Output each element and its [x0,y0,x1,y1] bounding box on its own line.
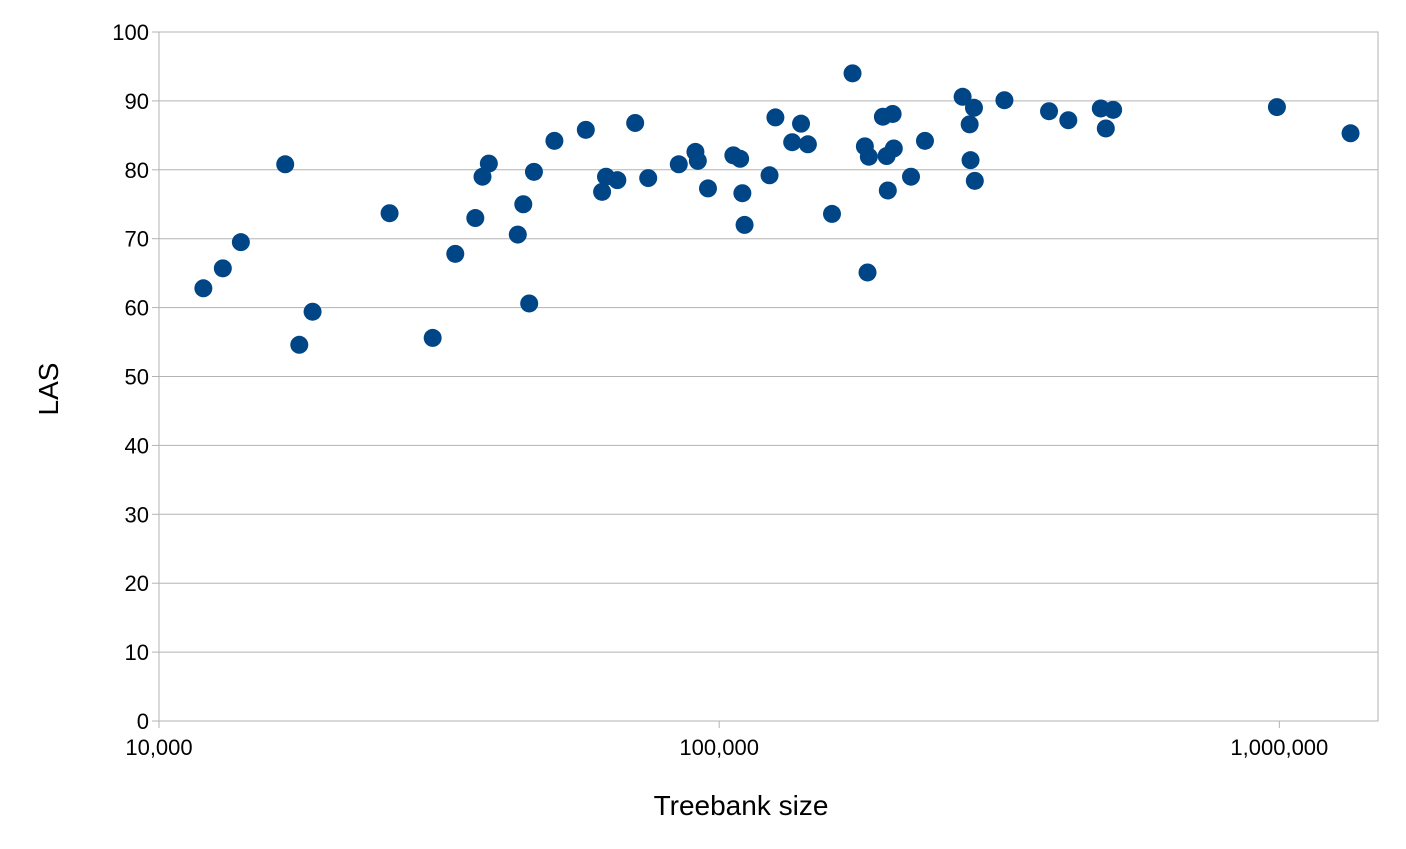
y-tick-label: 70 [125,227,149,252]
data-point [290,335,309,354]
data-point [960,115,979,134]
data-point [859,147,878,166]
y-tick-label: 30 [125,502,149,527]
data-point [878,181,897,200]
data-point [213,259,232,278]
data-point [514,195,533,214]
data-point [1040,102,1059,121]
x-tick-label: 10,000 [125,735,192,760]
y-tick-label: 100 [112,20,149,45]
data-point [479,154,498,173]
data-point [303,302,322,321]
data-point [276,155,295,174]
data-point [508,225,527,244]
data-point [735,215,754,234]
data-point [1059,111,1078,130]
data-point [639,169,658,188]
y-tick-label: 60 [125,296,149,321]
data-point [669,155,688,174]
data-point [231,233,250,252]
y-tick-label: 20 [125,571,149,596]
y-tick-label: 0 [137,709,149,734]
data-point [964,98,983,117]
data-point [766,108,785,127]
data-point [798,135,817,154]
data-point [466,209,485,228]
data-point [961,151,980,170]
y-axis-title: LAS [33,363,64,416]
gridlines [152,31,1378,728]
data-point [380,204,399,223]
data-point [626,113,645,132]
y-tick-label: 40 [125,433,149,458]
data-point [858,263,877,282]
y-tick-label: 90 [125,89,149,114]
y-tick-label: 10 [125,640,149,665]
data-point [1104,100,1123,119]
data-point [915,131,934,150]
data-point [731,149,750,168]
data-point [698,179,717,198]
plot-area [158,31,1379,722]
x-tick-label: 1,000,000 [1230,735,1328,760]
data-point [524,162,543,181]
data-point [822,204,841,223]
data-point [1341,124,1360,143]
data-point [953,87,972,106]
data-point [545,131,564,150]
data-point [576,120,595,139]
data-point [884,139,903,158]
data-point [783,133,802,152]
data-point [1096,119,1115,138]
x-tick-labels: 10,000 100,000 1,000,000 [125,735,1328,760]
data-point [593,182,612,201]
data-point [446,244,465,263]
data-point [608,171,627,190]
data-point [792,114,811,133]
data-point [520,294,539,313]
data-point [965,171,984,190]
data-point [843,64,862,83]
data-point [995,91,1014,110]
y-tick-label: 80 [125,158,149,183]
data-point [1267,98,1286,117]
data-point [883,104,902,123]
data-point [688,151,707,170]
data-point [194,279,213,298]
data-point [423,328,442,347]
data-points [194,64,1360,354]
data-point [733,184,752,203]
data-point [901,167,920,186]
x-axis-title: Treebank size [654,790,829,821]
data-point [760,166,779,185]
y-tick-label: 50 [125,365,149,390]
y-tick-labels: 0 10 20 30 40 50 60 70 80 90 100 [112,20,149,734]
x-tick-label: 100,000 [679,735,759,760]
